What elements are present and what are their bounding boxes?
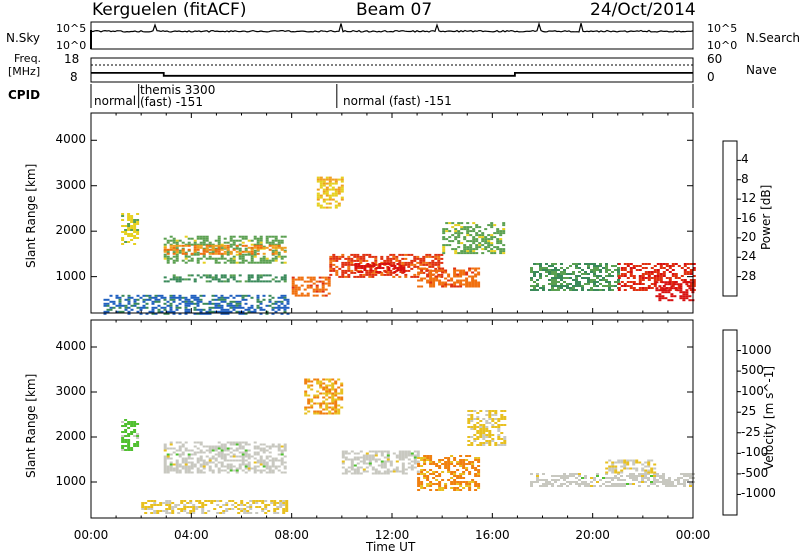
scatter-region-11	[530, 263, 620, 291]
nsky-tick-top: 10^5	[56, 22, 87, 35]
freq-tick-top: 18	[64, 52, 80, 66]
ytick-label: 3000	[55, 177, 86, 192]
colorbar-tick-label: 24	[741, 249, 757, 264]
colorbar-tick-label: 25	[741, 404, 757, 419]
beam-title: Beam 07	[356, 0, 433, 20]
cpid-text-normal-fast: normal (fast) -151	[343, 94, 452, 108]
ytick-label: 1000	[55, 474, 86, 488]
time-xlabel: Time UT	[366, 540, 416, 554]
scatter-region-4	[341, 450, 420, 475]
cpid-label: CPID	[8, 88, 41, 102]
velocity-ylabel: Slant Range [km]	[24, 373, 38, 478]
xtick-label: 08:00	[274, 528, 309, 542]
colorbar-tick-label: -25	[741, 424, 761, 439]
nave-tick-top: 60	[707, 52, 723, 66]
scatter-region-6	[316, 176, 344, 209]
nave-label: Nave	[746, 63, 777, 77]
power-ylabel: Slant Range [km]	[24, 163, 38, 268]
xtick-label: 20:00	[575, 528, 610, 542]
power-colorbar-label: Power [dB]	[759, 184, 773, 250]
ytick-label: 4000	[55, 132, 86, 147]
colorbar-tick-label: -1000	[741, 486, 776, 501]
scatter-region-7	[530, 473, 695, 487]
scatter-region-0	[121, 213, 140, 245]
scatter-region-6	[467, 410, 507, 446]
nsearch-tick-bottom: 10^0	[707, 39, 738, 52]
scatter-region-4	[103, 294, 290, 315]
power-panel	[90, 112, 696, 315]
freq-trace	[91, 64, 693, 77]
nsky-panel-frame	[90, 21, 694, 50]
colorbar-tick-label: 28	[741, 268, 757, 283]
colorbars	[722, 140, 741, 516]
colorbar-tick-label: 500	[741, 363, 764, 378]
xtick-label: 12:00	[374, 528, 410, 542]
freq-tick-bottom: 8	[70, 70, 78, 84]
nsearch-label: N.Search	[746, 31, 800, 45]
freq-panel-frame	[90, 57, 694, 83]
nsky-tick-bottom: 10^0	[56, 39, 87, 52]
colorbar-tick-label: 4	[741, 152, 749, 167]
scatter-region-1	[163, 441, 287, 474]
ytick-label: 4000	[55, 339, 86, 353]
nave-tick-bottom: 0	[707, 70, 715, 84]
xtick-label: 16:00	[475, 528, 510, 542]
scatter-region-5	[291, 276, 331, 297]
scatter-region-3	[163, 274, 287, 283]
scatter-region-8	[354, 263, 406, 273]
scatter-region-8	[605, 459, 657, 474]
nsky-label: N.Sky	[6, 31, 41, 45]
ytick-label: 2000	[55, 429, 86, 443]
xtick-label: 00:00	[73, 528, 109, 542]
scatter-region-5	[417, 455, 481, 491]
panel-frame	[90, 112, 694, 314]
velocity-panel	[90, 319, 695, 519]
station-title: Kerguelen (fitACF)	[92, 0, 247, 20]
cpid-text-themis: themis 3300	[140, 83, 216, 97]
freq-label: Freq.	[14, 52, 42, 65]
nsearch-tick-top: 10^5	[707, 22, 738, 35]
colorbar-tick-label: 100	[741, 383, 764, 398]
colorbar-tick-label: 16	[741, 210, 757, 225]
date-title: 24/Oct/2014	[590, 0, 696, 20]
frequency-line	[91, 72, 693, 77]
nsky-trace	[90, 21, 694, 49]
cpid-text-themis-fast: (fast) -151	[140, 95, 203, 109]
ytick-label: 2000	[55, 223, 86, 238]
colorbar-tick-label: 12	[741, 191, 757, 206]
cpid-text-normal: normal	[94, 94, 137, 108]
xtick-label: 04:00	[174, 528, 209, 542]
scatter-region-3	[304, 378, 344, 415]
colorbar-tick-label: -500	[741, 465, 769, 480]
panel-frame	[90, 319, 694, 519]
ytick-label: 3000	[55, 384, 86, 398]
scatter-region-2	[163, 244, 287, 255]
freq-unit: [MHz]	[8, 65, 41, 78]
xtick-label: 00:00	[675, 528, 711, 542]
cpid-dividers	[90, 84, 694, 108]
colorbar-tick-label: 20	[741, 229, 757, 244]
colorbar-tick-label: -100	[741, 445, 769, 460]
scatter-region-0	[121, 419, 140, 451]
colorbar-tick-label: 8	[741, 171, 749, 186]
scatter-region-9	[417, 267, 481, 288]
colorbar-tick-label: 1000	[741, 342, 772, 357]
scatter-region-2	[141, 500, 289, 514]
scatter-region-10	[442, 222, 506, 255]
scatter-region-12	[617, 263, 696, 291]
ytick-label: 1000	[55, 268, 86, 283]
nsky-line	[90, 21, 694, 33]
